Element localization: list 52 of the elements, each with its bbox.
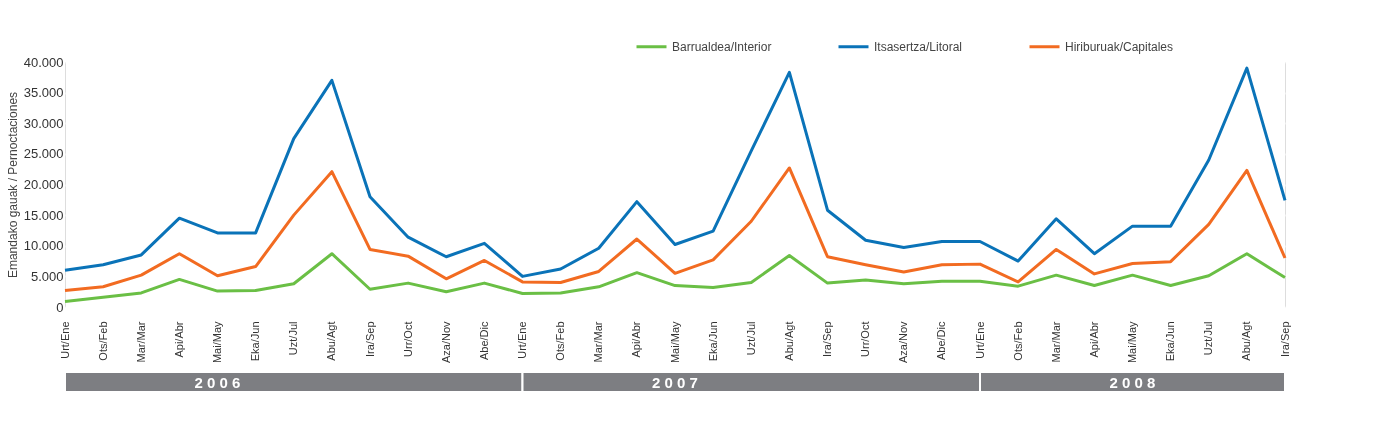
legend-label: Hiriburuak/Capitales — [1065, 39, 1174, 54]
x-tick-label: Mar/Mar — [134, 321, 147, 363]
y-tick-label: 5.000 — [30, 268, 64, 284]
line-series — [63, 166, 1287, 292]
x-tick-label: Abe/Dic — [477, 321, 490, 361]
y-tick-label: 10.000 — [23, 238, 64, 254]
x-tick-label: Eka/Jun — [249, 321, 262, 362]
x-tick-label: Uzt/Jul — [1202, 321, 1215, 356]
text: 2 0 0 6 — [194, 374, 241, 391]
legend-label: Itsasertza/Litoral — [874, 39, 963, 54]
x-tick-label: Urt/Ene — [973, 321, 986, 359]
y-tick-label: 15.000 — [23, 207, 64, 223]
x-tick-label: Uzt/Jul — [287, 321, 300, 356]
x-tick-label: Urr/Oct — [859, 321, 872, 357]
x-tick-label: Aza/Nov — [439, 321, 452, 364]
x-tick-label: Eka/Jun — [706, 321, 719, 362]
x-tick-label: Abu/Agt — [1240, 321, 1253, 361]
text: 2 0 0 8 — [1109, 374, 1156, 391]
x-tick-label: Urt/Ene — [58, 321, 71, 359]
y-tick-label: 40.000 — [23, 54, 64, 70]
y-tick-label: 25.000 — [23, 146, 64, 162]
x-tick-label: Urt/Ene — [516, 321, 528, 359]
x-tick-label: Abu/Agt — [325, 321, 338, 361]
x-tick-label: Mai/May — [211, 321, 223, 364]
x-tick-label: Aza/Nov — [897, 321, 910, 364]
x-tick-label: Api/Abr — [630, 321, 643, 358]
legend-label: Barrualdea/Interior — [672, 39, 772, 54]
x-tick-label: Abe/Dic — [935, 321, 948, 361]
x-tick-label: Ira/Sep — [1278, 321, 1291, 357]
x-tick-label: Ira/Sep — [821, 321, 833, 357]
x-tick-label: Ots/Feb — [554, 321, 567, 361]
x-tick-label: Mar/Mar — [1049, 321, 1062, 363]
x-tick-label: Ots/Feb — [1011, 321, 1024, 361]
x-tick-label: Mai/May — [668, 321, 681, 364]
x-tick-label: Ots/Feb — [96, 321, 109, 361]
line-series — [63, 252, 1287, 303]
x-tick-label: Abu/Agt — [782, 321, 795, 361]
x-tick-label: Uzt/Jul — [744, 321, 757, 356]
x-tick-label: Eka/Jun — [1164, 321, 1177, 362]
line-series — [63, 66, 1287, 278]
y-axis-title: Emandako gauak / Pernoctaciones — [5, 91, 20, 279]
y-tick-label: 0 — [56, 299, 64, 315]
x-tick-label: Api/Abr — [172, 321, 185, 358]
y-tick-label: 20.000 — [23, 177, 64, 192]
text: 2 0 0 7 — [652, 374, 698, 391]
x-tick-label: Api/Abr — [1087, 321, 1100, 358]
x-tick-label: Mai/May — [1126, 321, 1138, 364]
x-tick-label: Urr/Oct — [401, 321, 414, 357]
x-tick-label: Mar/Mar — [592, 321, 605, 363]
x-tick-label: Ira/Sep — [363, 321, 376, 357]
y-tick-label: 30.000 — [23, 115, 64, 131]
y-tick-label: 35.000 — [23, 85, 64, 101]
